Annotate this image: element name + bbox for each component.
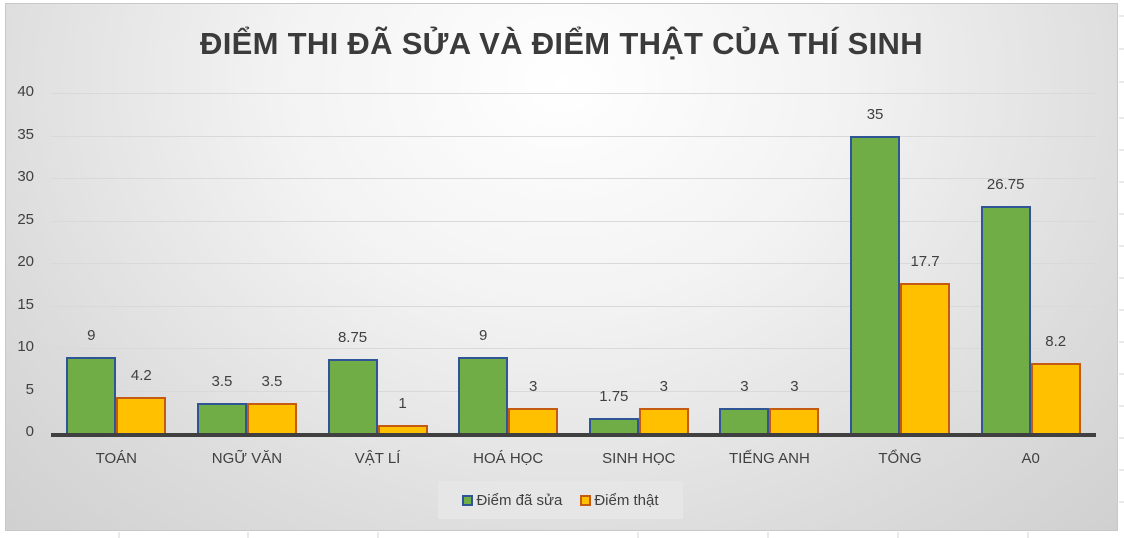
x-category-label: TOÁN bbox=[95, 450, 138, 467]
bar-real-score[interactable] bbox=[638, 407, 689, 433]
legend-label-edited: Điểm đã sửa bbox=[476, 491, 563, 509]
bar-real-score[interactable] bbox=[377, 424, 428, 433]
bar-real-score[interactable] bbox=[1030, 363, 1081, 433]
data-label: 3 bbox=[659, 377, 668, 395]
bar-real-score[interactable] bbox=[900, 282, 951, 433]
legend-item-real: Điểm thật bbox=[580, 491, 659, 509]
legend-swatch-green bbox=[462, 494, 474, 506]
data-label: 9 bbox=[479, 326, 488, 344]
data-label: 9 bbox=[87, 326, 96, 344]
x-category-label: TỔNG bbox=[878, 450, 922, 467]
data-label: 1 bbox=[398, 394, 407, 412]
gridline bbox=[51, 93, 1096, 94]
data-label: 35 bbox=[866, 105, 884, 123]
bar-real-score[interactable] bbox=[769, 407, 820, 433]
x-category-label: NGỮ VĂN bbox=[211, 450, 283, 467]
bar-edited-score[interactable] bbox=[458, 356, 509, 433]
gridline bbox=[51, 348, 1096, 349]
y-tick-label: 10 bbox=[17, 338, 34, 355]
data-label: 3 bbox=[529, 377, 538, 395]
y-tick-label: 0 bbox=[25, 423, 34, 440]
data-label: 17.7 bbox=[910, 252, 940, 270]
y-tick-label: 35 bbox=[17, 125, 34, 143]
gridline bbox=[51, 390, 1096, 392]
data-label: 26.75 bbox=[986, 175, 1025, 193]
bar-edited-score[interactable] bbox=[588, 418, 639, 433]
gridline bbox=[51, 305, 1096, 307]
data-label: 3 bbox=[740, 377, 749, 395]
x-category-label: VẬT LÍ bbox=[354, 450, 401, 467]
bar-real-score[interactable] bbox=[116, 397, 167, 433]
legend: Điểm đã sửa Điểm thật bbox=[438, 481, 683, 519]
data-label: 4.2 bbox=[130, 367, 152, 385]
bar-edited-score[interactable] bbox=[719, 407, 770, 433]
bar-real-score[interactable] bbox=[508, 407, 559, 433]
gridline bbox=[51, 263, 1096, 264]
bar-edited-score[interactable] bbox=[327, 358, 378, 433]
legend-item-edited: Điểm đã sửa bbox=[462, 492, 562, 509]
data-label: 3 bbox=[790, 377, 799, 395]
y-tick-label: 30 bbox=[17, 168, 34, 185]
bar-edited-score[interactable] bbox=[196, 403, 247, 433]
data-label: 8.2 bbox=[1045, 333, 1067, 351]
bar-edited-score[interactable] bbox=[980, 205, 1031, 433]
legend-label-real: Điểm thật bbox=[594, 491, 659, 509]
bar-edited-score[interactable] bbox=[66, 356, 117, 433]
bar-edited-score[interactable] bbox=[850, 135, 901, 433]
data-label: 3.5 bbox=[211, 373, 233, 391]
x-axis-line bbox=[51, 433, 1096, 437]
data-label: 3.5 bbox=[261, 373, 283, 391]
legend-swatch-orange bbox=[580, 494, 592, 506]
y-tick-label: 5 bbox=[25, 380, 34, 398]
y-tick-label: 40 bbox=[17, 83, 34, 100]
x-category-label: TIẾNG ANH bbox=[729, 450, 810, 467]
bar-real-score[interactable] bbox=[246, 403, 297, 433]
gridline bbox=[51, 220, 1096, 222]
x-category-label: HOÁ HỌC bbox=[473, 450, 544, 467]
x-category-label: SINH HỌC bbox=[602, 450, 676, 467]
chart-area[interactable]: ĐIỂM THI ĐÃ SỬA VÀ ĐIỂM THẬT CỦA THÍ SIN… bbox=[5, 3, 1118, 531]
y-tick-label: 25 bbox=[17, 210, 34, 228]
y-tick-label: 15 bbox=[17, 295, 34, 313]
data-label: 8.75 bbox=[337, 328, 368, 346]
gridline bbox=[51, 135, 1096, 137]
data-label: 1.75 bbox=[599, 388, 629, 406]
chart-title: ĐIỂM THI ĐÃ SỬA VÀ ĐIỂM THẬT CỦA THÍ SIN… bbox=[200, 26, 923, 61]
x-category-label: A0 bbox=[1021, 450, 1040, 467]
y-tick-label: 20 bbox=[17, 253, 34, 270]
gridline bbox=[51, 178, 1096, 179]
